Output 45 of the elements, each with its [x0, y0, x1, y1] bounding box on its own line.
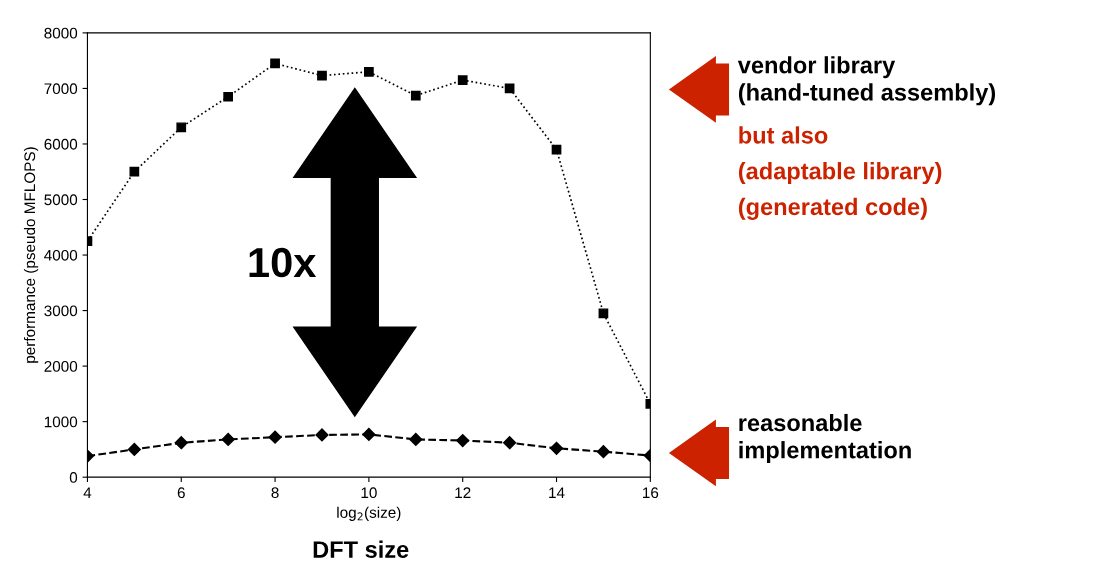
- point: [174, 436, 188, 450]
- x-tick-label: 4: [83, 487, 92, 498]
- y-tick-label: 7000: [44, 83, 78, 95]
- point: [598, 308, 609, 319]
- point: [127, 442, 141, 456]
- point: [409, 432, 423, 447]
- text: reasonable implementation: [739, 413, 911, 464]
- point: [410, 90, 421, 101]
- point: [596, 445, 611, 459]
- x-tick-label: 6: [177, 487, 185, 499]
- y-tick-label: 6000: [44, 138, 78, 150]
- x-tick-label: 8: [271, 487, 279, 499]
- text: but also: [739, 126, 828, 144]
- point: [549, 441, 564, 455]
- x-axis-title: log$_{2}$(size): [337, 506, 401, 521]
- x-tick-label: 12: [455, 487, 471, 498]
- point: [268, 430, 282, 444]
- text: vendor library (hand-tuned assembly): [737, 56, 996, 106]
- y-tick-label: 4000: [44, 249, 78, 261]
- y-tick-label: 8000: [44, 27, 78, 39]
- y-tick-label: 3000: [44, 305, 78, 317]
- y-tick-label: 1000: [44, 416, 78, 428]
- x-tick-label: 16: [643, 487, 659, 499]
- text: DFT size: [313, 540, 409, 558]
- y-tick-label: 5000: [44, 194, 78, 206]
- point: [221, 432, 235, 447]
- point: [317, 70, 327, 81]
- point: [223, 91, 234, 102]
- annotation: 10x: [249, 247, 317, 278]
- y-axis-title: performance (pseudo MFLOPS): [23, 147, 39, 363]
- point: [457, 75, 468, 85]
- text: (adaptable library): [738, 162, 942, 185]
- point: [362, 427, 376, 442]
- point: [176, 122, 187, 133]
- point: [315, 428, 329, 442]
- point: [129, 166, 140, 177]
- point: [364, 66, 374, 77]
- point: [503, 436, 517, 450]
- x-tick-label: 10: [361, 487, 377, 499]
- point: [270, 58, 280, 69]
- y-tick-label: 0: [69, 472, 78, 483]
- text: (generated code): [738, 197, 927, 220]
- point: [456, 433, 470, 448]
- x-tick-label: 14: [549, 487, 565, 498]
- y-tick-label: 2000: [44, 360, 78, 372]
